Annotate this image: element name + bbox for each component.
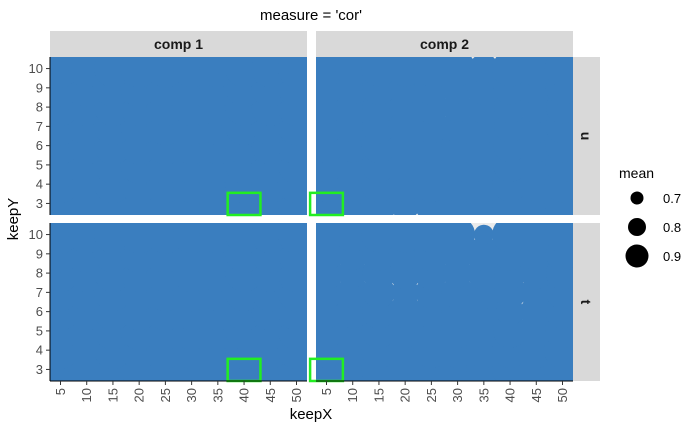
y-tick-label: 3 (36, 196, 43, 211)
y-tick-label: 8 (36, 100, 43, 115)
data-point (440, 223, 476, 253)
y-tick-label: 10 (29, 227, 43, 242)
x-tick-label: 30 (450, 388, 465, 402)
legend-key (625, 244, 649, 268)
x-tick-label: 45 (529, 388, 544, 402)
data-point (277, 223, 307, 254)
y-tick-label: 5 (36, 323, 43, 338)
x-tick-label: 25 (424, 388, 439, 402)
x-tick-label: 40 (237, 388, 252, 402)
y-tick-label: 4 (36, 343, 43, 358)
data-point (544, 223, 573, 253)
strip-u-label: u (578, 132, 594, 141)
legend-label: 0.9 (663, 249, 681, 264)
data-point (544, 57, 573, 87)
x-tick-label: 35 (476, 388, 491, 402)
data-point (473, 224, 494, 245)
panel-t-comp-1 (50, 223, 307, 381)
y-tick-label: 7 (36, 119, 43, 134)
y-tick-label: 8 (36, 266, 43, 281)
x-tick-label: 45 (263, 388, 278, 402)
y-tick-label: 7 (36, 285, 43, 300)
x-tick-label: 5 (53, 388, 68, 395)
best-highlight-box (308, 191, 345, 217)
x-tick-label: 25 (158, 388, 173, 402)
legend-title: mean (619, 165, 654, 181)
y-tick-label: 5 (36, 157, 43, 172)
x-tick-label: 20 (132, 388, 147, 402)
legend-key (630, 191, 644, 205)
data-point (469, 57, 499, 84)
y-tick-label: 6 (36, 304, 43, 319)
legend-label: 0.8 (663, 220, 681, 235)
data-point (413, 223, 450, 253)
strip-comp-1-label: comp 1 (154, 36, 203, 52)
x-axis-title: keepX (290, 406, 333, 423)
x-tick-label: 50 (289, 388, 304, 402)
y-tick-label: 10 (29, 61, 43, 76)
panel-t-comp-2 (316, 223, 573, 381)
strip-u (573, 57, 600, 215)
legend-label: 0.7 (663, 191, 681, 206)
x-tick-label: 10 (345, 388, 360, 402)
x-tick-label: 20 (398, 388, 413, 402)
x-tick-label: 35 (210, 388, 225, 402)
y-tick-label: 4 (36, 177, 43, 192)
data-point (439, 57, 476, 87)
size-legend: mean 0.7 0.8 0.9 (619, 165, 681, 268)
y-axis-title: keepY (5, 198, 22, 241)
y-tick-label: 9 (36, 246, 43, 261)
x-tick-label: 15 (105, 388, 120, 402)
strip-t (573, 223, 600, 381)
data-point (277, 57, 307, 88)
x-tick-label: 10 (79, 388, 94, 402)
data-point (466, 236, 501, 271)
data-point (335, 223, 371, 253)
best-highlight-box (226, 191, 262, 217)
panel-u-comp-1 (50, 57, 307, 215)
chart-title: measure = 'cor' (260, 7, 362, 24)
strip-comp-2 (316, 31, 573, 57)
strip-comp-1 (50, 31, 307, 57)
x-tick-label: 30 (184, 388, 199, 402)
x-tick-label: 15 (371, 388, 386, 402)
x-tick-label: 5 (319, 388, 334, 395)
y-tick-label: 6 (36, 138, 43, 153)
strip-t-label: t (578, 300, 594, 305)
y-tick-label: 9 (36, 80, 43, 95)
strip-comp-2-label: comp 2 (420, 36, 469, 52)
y-tick-label: 3 (36, 362, 43, 377)
panel-u-comp-2 (316, 57, 573, 215)
x-tick-label: 50 (555, 388, 570, 402)
legend-key (628, 218, 646, 236)
x-tick-label: 40 (503, 388, 518, 402)
